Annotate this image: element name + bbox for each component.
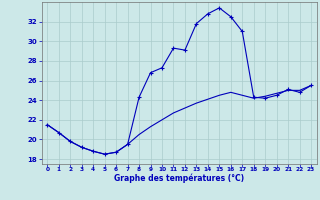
X-axis label: Graphe des températures (°C): Graphe des températures (°C)	[114, 174, 244, 183]
